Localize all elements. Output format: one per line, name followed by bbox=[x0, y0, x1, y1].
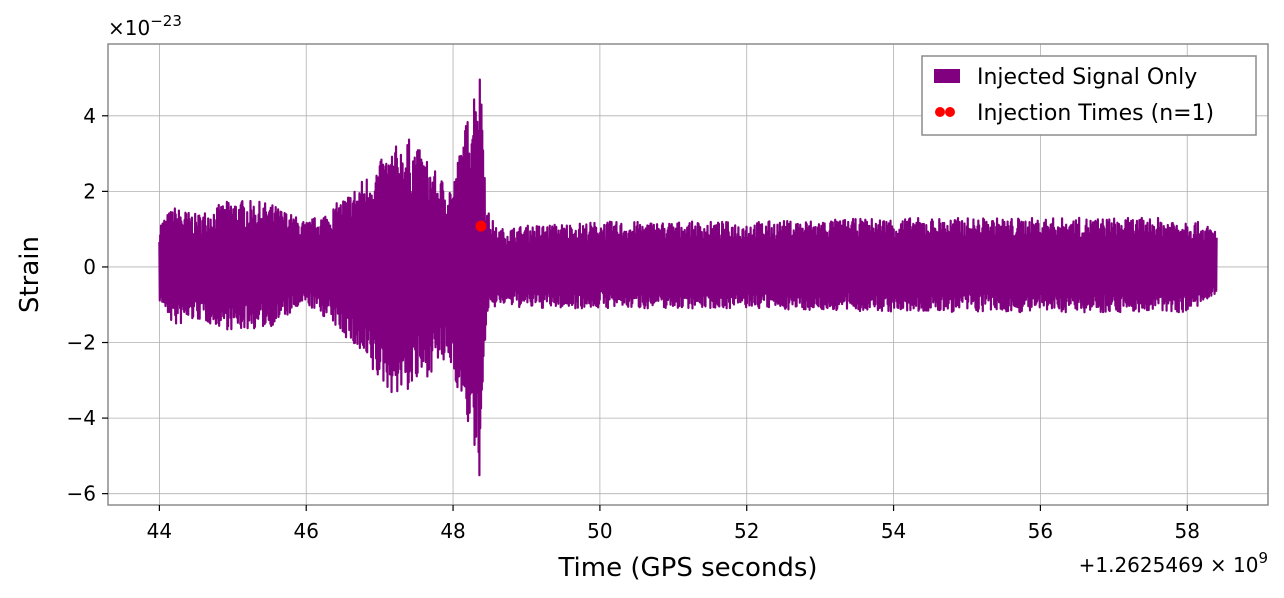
x-tick-label: 44 bbox=[147, 519, 172, 543]
legend-marker-injection-times bbox=[935, 107, 945, 117]
legend: Injected Signal Only Injection Times (n=… bbox=[921, 55, 1257, 136]
x-tick-label: 56 bbox=[1028, 519, 1053, 543]
x-tick-label: 46 bbox=[294, 519, 319, 543]
legend-marker-injection-times bbox=[945, 107, 955, 117]
legend-swatch-injected-signal bbox=[934, 69, 960, 83]
x-axis-offset: +1.2625469 × 109 bbox=[1079, 549, 1268, 577]
x-tick-label: 54 bbox=[881, 519, 906, 543]
x-offset-exponent: 9 bbox=[1258, 549, 1268, 567]
x-tick-label: 50 bbox=[587, 519, 612, 543]
y-tick-label: −4 bbox=[67, 406, 96, 430]
y-axis-ticks: 4 2 0 −2 −4 −6 bbox=[67, 104, 108, 506]
legend-label-injected-signal: Injected Signal Only bbox=[977, 65, 1197, 90]
x-tick-label: 52 bbox=[734, 519, 759, 543]
y-multiplier-base: ×10 bbox=[108, 16, 150, 40]
legend-label-injection-times: Injection Times (n=1) bbox=[977, 101, 1214, 126]
y-tick-label: 2 bbox=[83, 179, 96, 203]
x-offset-base: +1.2625469 × 10 bbox=[1079, 553, 1259, 577]
legend-box bbox=[921, 55, 1257, 136]
x-tick-label: 48 bbox=[440, 519, 465, 543]
y-axis-multiplier: ×10−23 bbox=[108, 12, 182, 40]
axes-frame bbox=[107, 43, 1269, 506]
x-axis-ticks: 44 46 48 50 52 54 56 58 bbox=[147, 505, 1200, 543]
injection-time-point bbox=[475, 220, 487, 232]
y-tick-label: 4 bbox=[83, 104, 96, 128]
y-multiplier-exponent: −23 bbox=[150, 12, 182, 30]
x-tick-label: 58 bbox=[1175, 519, 1200, 543]
y-tick-label: −6 bbox=[67, 482, 96, 506]
y-axis-label: Strain bbox=[15, 236, 45, 313]
plot-area bbox=[158, 78, 1218, 477]
y-tick-label: 0 bbox=[83, 255, 96, 279]
x-axis-label: Time (GPS seconds) bbox=[557, 553, 817, 583]
injected-signal-line bbox=[158, 78, 1218, 477]
y-tick-label: −2 bbox=[67, 331, 96, 355]
